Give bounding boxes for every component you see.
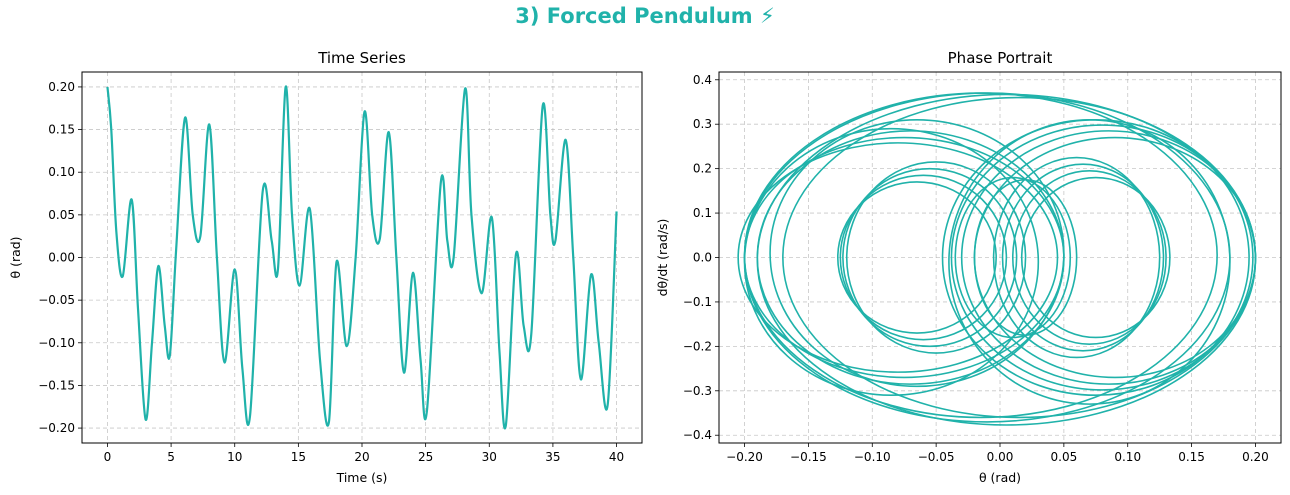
y-tick-label: 0.05 (48, 208, 75, 222)
y-tick-label: −0.3 (683, 384, 712, 398)
y-tick-label: −0.05 (38, 293, 75, 307)
y-tick-label: 0.00 (48, 251, 75, 265)
phase-orbit (1011, 170, 1167, 345)
y-tick-label: −0.4 (683, 428, 712, 442)
x-tick-label: 0 (104, 450, 112, 464)
time-series-panel: 0 5 10 15 20 25 30 35 40 −0.20 −0.15 −0.10 −0.05 0.00… (8, 49, 643, 485)
phase-orbit (845, 161, 1027, 354)
x-axis-label: Time (s) (336, 470, 388, 485)
y-tick-label: −0.20 (38, 421, 75, 435)
x-tick-label: 5 (167, 450, 175, 464)
y-tick-label: 0.10 (48, 165, 75, 179)
x-tick-label: −0.10 (854, 450, 891, 464)
axes-title: Phase Portrait (948, 49, 1053, 67)
y-axis-label: dθ/dt (rad/s) (655, 219, 670, 297)
phase-orbit (1001, 163, 1165, 352)
x-tick-label: 0.10 (1114, 450, 1141, 464)
axes-frame (81, 71, 643, 444)
phase-orbit (743, 127, 1040, 397)
x-tick-label: −0.20 (726, 450, 763, 464)
y-tick-label: −0.15 (38, 378, 75, 392)
y-tick-label: −0.1 (683, 295, 712, 309)
x-tick-label: 15 (291, 450, 306, 464)
y-tick-label: −0.10 (38, 336, 75, 350)
x-tick-label: 40 (609, 450, 624, 464)
axes-title: Time Series (317, 49, 406, 67)
phase-orbit (950, 124, 1254, 391)
phase-orbit (954, 176, 1072, 339)
x-tick-label: 20 (354, 450, 369, 464)
x-tick-label: 0.15 (1178, 450, 1205, 464)
y-axis-label: θ (rad) (8, 236, 23, 278)
phase-orbit (842, 167, 1018, 348)
phase-portrait-panel: −0.20 −0.15 −0.10 −0.05 0.00 0.05 0.10 0.15 0.20… (655, 49, 1282, 485)
x-tick-label: 10 (227, 450, 242, 464)
x-tick-label: 30 (482, 450, 497, 464)
theta-series-line (106, 85, 618, 430)
y-tick-label: 0.20 (48, 80, 75, 94)
x-tick-label: 0.05 (1051, 450, 1078, 464)
x-tick-label: 0.20 (1242, 450, 1269, 464)
x-tick-label: 25 (418, 450, 433, 464)
figure-title: 3) Forced Pendulum ⚡ (515, 4, 775, 28)
phase-orbit (992, 156, 1161, 359)
phase-orbit (948, 118, 1231, 405)
x-tick-label: −0.05 (918, 450, 955, 464)
y-tick-label: 0.0 (693, 251, 712, 265)
y-tick-label: −0.2 (683, 339, 712, 353)
x-axis-label: θ (rad) (979, 470, 1021, 485)
phase-orbit (836, 181, 997, 334)
phase-orbit (839, 174, 1008, 341)
y-tick-label: 0.1 (693, 206, 712, 220)
x-tick-label: 35 (545, 450, 560, 464)
x-tick-label: 0.00 (987, 450, 1014, 464)
x-tick-label: −0.15 (790, 450, 827, 464)
phase-orbit (737, 142, 1059, 373)
y-tick-label: 0.3 (693, 117, 712, 131)
y-tick-label: 0.2 (693, 162, 712, 176)
axes-frame (718, 71, 1282, 444)
y-tick-label: 0.4 (693, 73, 712, 87)
phase-orbit (1020, 176, 1171, 339)
y-tick-label: 0.15 (48, 123, 75, 137)
phase-orbit (973, 178, 1078, 337)
